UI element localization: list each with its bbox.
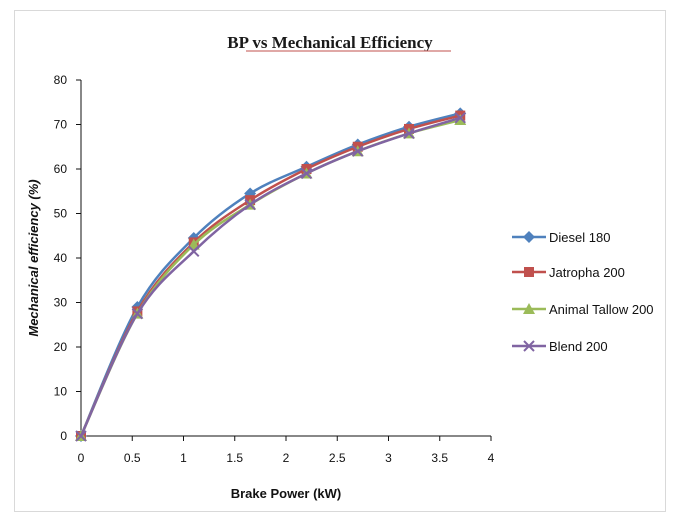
x-tick-label: 1.5: [226, 451, 243, 465]
legend-marker: [523, 303, 535, 314]
data-point: [244, 198, 256, 211]
y-axis-label: Mechanical efficiency (%): [26, 179, 41, 336]
legend-item: Blend 200: [512, 339, 608, 354]
data-point: [75, 430, 87, 442]
series-0: [75, 107, 467, 442]
legend-item: Jatropha 200: [512, 265, 625, 280]
series-line: [79, 116, 461, 437]
x-axis-label: Brake Power (kW): [231, 486, 342, 501]
legend: Diesel 180 Jatropha 200 Animal Tallow 200 B…: [512, 230, 654, 354]
series-line: [79, 118, 461, 437]
x-tick-label: 1: [180, 451, 187, 465]
series-line: [79, 114, 461, 437]
ticks: 0 10 20 30 40 50 60 70 80 0 0.5 1 1.5 2 2.5 3 3.5 4: [54, 73, 495, 465]
axes: [80, 80, 491, 437]
y-tick-label: 70: [54, 118, 68, 132]
data-point: [188, 245, 200, 258]
y-tick-label: 80: [54, 73, 68, 87]
x-tick-label: 0: [78, 451, 85, 465]
y-tick-label: 20: [54, 340, 68, 354]
legend-label: Diesel 180: [549, 230, 610, 245]
series: [75, 107, 467, 442]
data-point: [352, 145, 364, 157]
legend-label: Jatropha 200: [549, 265, 625, 280]
series-3: [75, 112, 466, 442]
chart-title: BP vs Mechanical Efficiency: [227, 33, 433, 52]
series-2: [75, 114, 467, 441]
legend-item: Animal Tallow 200: [512, 302, 654, 317]
legend-label: Animal Tallow 200: [549, 302, 654, 317]
data-point: [403, 127, 415, 140]
series-line: [79, 112, 461, 437]
x-tick-label: 0.5: [124, 451, 141, 465]
x-tick-label: 2: [283, 451, 290, 465]
chart-frame: [14, 10, 666, 512]
data-point: [454, 114, 467, 126]
data-point: [300, 167, 313, 180]
data-point: [454, 112, 466, 124]
legend-marker: [523, 340, 535, 352]
y-tick-label: 60: [54, 162, 68, 176]
x-tick-label: 3.5: [431, 451, 448, 465]
legend-marker: [524, 267, 534, 277]
y-tick-label: 10: [54, 385, 68, 399]
y-tick-label: 0: [60, 429, 67, 443]
y-tick-label: 50: [54, 207, 68, 221]
series-1: [76, 110, 466, 441]
legend-item: Diesel 180: [512, 230, 610, 245]
legend-marker: [523, 231, 535, 243]
x-tick-label: 2.5: [329, 451, 346, 465]
x-tick-label: 3: [385, 451, 392, 465]
data-point: [131, 307, 144, 320]
y-tick-label: 40: [54, 251, 68, 265]
y-tick-label: 30: [54, 296, 68, 310]
legend-label: Blend 200: [549, 339, 608, 354]
x-tick-label: 4: [488, 451, 495, 465]
